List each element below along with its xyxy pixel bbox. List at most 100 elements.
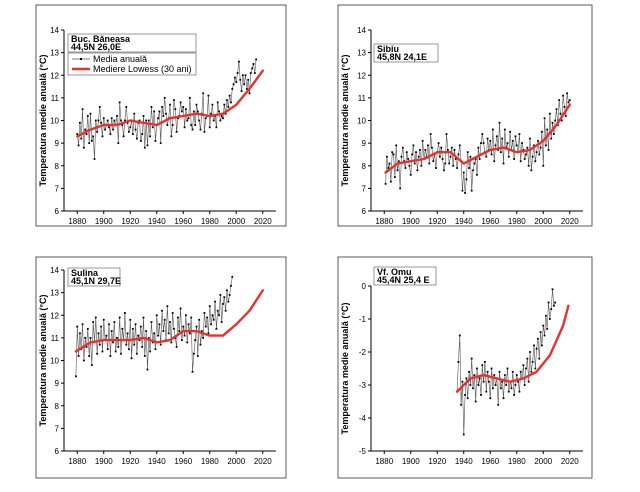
annual-point-1963: [186, 119, 189, 122]
annual-point-1964: [187, 117, 190, 120]
annual-point-1986: [216, 309, 219, 312]
x-tick-label: 1940: [148, 457, 166, 466]
annual-point-2010: [555, 108, 558, 111]
annual-point-1959: [181, 339, 183, 342]
annual-point-1903: [106, 348, 109, 351]
annual-point-1993: [226, 289, 228, 292]
annual-point-1971: [196, 355, 199, 357]
x-tick-label: 1900: [95, 457, 113, 466]
annual-point-1888: [86, 115, 89, 117]
annual-point-1905: [109, 133, 112, 135]
x-tick-label: 1900: [402, 217, 420, 226]
annual-point-1998: [539, 146, 542, 149]
annual-point-1906: [110, 330, 113, 332]
annual-point-1896: [404, 167, 407, 169]
annual-point-2014: [560, 119, 563, 122]
annual-point-1983: [519, 370, 522, 373]
annual-point-2000: [542, 164, 545, 167]
annual-point-1954: [174, 108, 177, 111]
annual-point-1879: [75, 375, 77, 378]
annual-point-1954: [481, 364, 484, 367]
y-tick-label: -4: [359, 414, 367, 423]
annual-point-1890: [89, 336, 92, 339]
annual-point-1962: [185, 108, 187, 111]
panel-frame: [337, 4, 593, 227]
x-tick-label: 1920: [428, 217, 446, 226]
annual-point-1957: [178, 330, 181, 332]
panel-frame: [35, 256, 287, 479]
annual-point-2019: [567, 101, 570, 104]
annual-point-1951: [170, 135, 173, 138]
x-tick-label: 1980: [201, 217, 219, 226]
annual-point-2006: [243, 83, 246, 86]
annual-point-1965: [188, 332, 191, 335]
annual-point-1966: [190, 124, 193, 126]
annual-point-1940: [155, 314, 158, 317]
annual-point-1999: [234, 76, 236, 79]
annual-point-1961: [490, 153, 493, 156]
annual-point-2012: [251, 67, 254, 70]
annual-point-1920: [129, 126, 132, 129]
x-tick-label: 1960: [481, 457, 499, 466]
annual-point-1900: [409, 173, 412, 176]
annual-point-1889: [88, 142, 91, 145]
chart-buc-baneasa: 6 7 8 9 10 11 12 13 14 1880 1900 1920 1940 1960 1980 20…: [35, 4, 287, 227]
annual-point-1928: [139, 139, 142, 142]
annual-point-1979: [514, 384, 517, 386]
annual-point-1917: [125, 106, 128, 108]
annual-point-1948: [473, 374, 476, 376]
annual-point-2015: [255, 58, 258, 61]
y-tick-label: 13: [50, 289, 59, 298]
annual-point-1967: [191, 128, 194, 131]
y-tick-label: 9: [55, 379, 60, 388]
annual-point-2004: [547, 149, 550, 151]
annual-point-1983: [212, 119, 215, 122]
annual-point-1937: [458, 334, 461, 337]
annual-point-1996: [230, 284, 232, 287]
annual-point-1981: [210, 112, 212, 115]
annual-point-1987: [218, 110, 220, 113]
annual-point-1924: [134, 128, 137, 131]
annual-point-1978: [513, 394, 515, 396]
annual-point-1894: [94, 316, 97, 319]
annual-point-1960: [182, 106, 185, 108]
lowess-trend-line: [455, 304, 570, 393]
panel-frame: [35, 4, 287, 227]
annual-point-1894: [401, 146, 404, 149]
annual-point-1983: [519, 160, 522, 163]
annual-point-1976: [203, 312, 206, 314]
annual-point-1981: [210, 323, 212, 326]
annual-point-1931: [143, 146, 146, 149]
annual-point-1916: [124, 119, 126, 122]
annual-point-1902: [105, 334, 108, 337]
annual-point-1983: [212, 318, 215, 321]
annual-point-1925: [442, 169, 445, 172]
annual-point-1884: [81, 108, 84, 111]
annual-point-1975: [202, 336, 205, 339]
annual-point-1968: [192, 352, 195, 355]
annual-point-1946: [163, 318, 166, 321]
annual-point-2007: [244, 74, 247, 77]
annual-point-2003: [546, 128, 549, 131]
annual-point-2000: [542, 324, 545, 327]
annual-point-1888: [393, 176, 396, 178]
annual-point-1992: [531, 155, 534, 158]
annual-point-1911: [424, 149, 427, 151]
annual-point-1891: [397, 160, 400, 163]
annual-point-1901: [104, 128, 106, 131]
annual-point-1893: [93, 158, 96, 160]
y-axis-label: Temperatura medie anuală (°C): [38, 295, 48, 427]
annual-point-1978: [513, 158, 515, 160]
annual-point-1944: [161, 309, 163, 312]
annual-point-1934: [454, 158, 457, 160]
annual-point-1948: [473, 162, 476, 165]
annual-point-1892: [399, 187, 402, 190]
annual-point-1949: [474, 400, 477, 403]
annual-point-1944: [468, 167, 470, 169]
annual-point-1980: [208, 126, 211, 129]
x-tick-label: 1920: [121, 217, 139, 226]
annual-point-1957: [485, 155, 488, 158]
x-tick-label: 1880: [68, 217, 86, 226]
x-tick-label: 2020: [561, 217, 579, 226]
x-tick-label: 1880: [68, 457, 86, 466]
